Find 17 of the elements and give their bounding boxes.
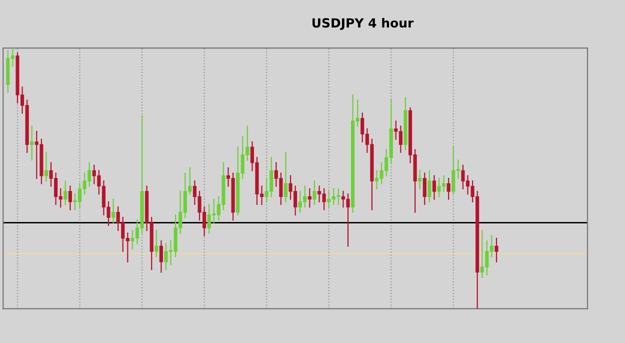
candlestick (312, 180, 316, 205)
candlestick (112, 198, 116, 224)
candlestick (422, 172, 426, 205)
candlestick (418, 170, 422, 190)
chart-title: USDJPY 4 hour (312, 18, 414, 30)
candlestick (68, 186, 72, 210)
candlestick (432, 175, 436, 200)
candlestick (159, 240, 163, 273)
candlestick (446, 178, 450, 200)
candlestick (284, 152, 288, 202)
candlestick (428, 170, 432, 202)
candlestick (308, 188, 312, 208)
candlestick (494, 238, 498, 262)
candlestick (64, 180, 68, 205)
candlestick (30, 126, 34, 161)
candlestick (154, 230, 158, 258)
candlestick (44, 152, 48, 182)
